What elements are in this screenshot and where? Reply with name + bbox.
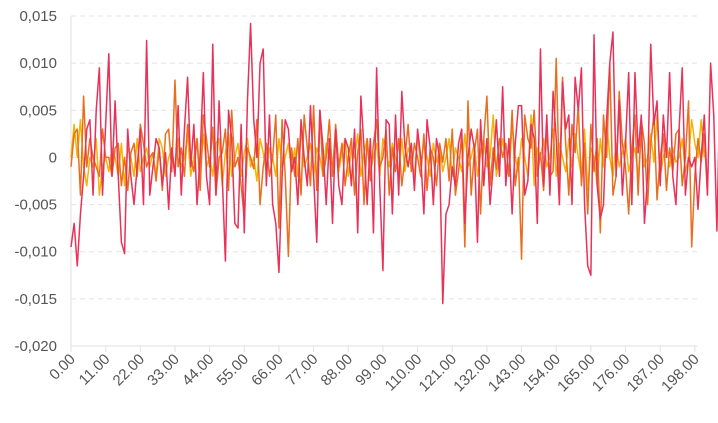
y-tick-label: -0,015 (14, 291, 57, 308)
x-tick-label: 0.00 (46, 351, 79, 384)
x-tick-label: 176.00 (589, 351, 633, 395)
x-tick-label: 132.00 (450, 351, 494, 395)
x-tick-label: 44.00 (179, 351, 218, 390)
y-tick-labels: 0,015 0,010 0,005 0 -0,005 -0,010 -0,015 -0,020 (14, 8, 57, 355)
y-tick-label: -0,020 (14, 338, 57, 355)
x-tick-label: 77.00 (283, 351, 322, 390)
x-tick-label: 88.00 (318, 351, 357, 390)
x-tick-label: 33.00 (144, 351, 183, 390)
x-tick-label: 165.00 (554, 351, 598, 395)
series-lines (70, 22, 718, 305)
axes (70, 16, 698, 347)
y-tick-label: -0,010 (14, 244, 57, 261)
y-tick-label: -0,005 (14, 197, 57, 214)
y-tick-label: 0,015 (19, 8, 57, 25)
x-tick-label: 187.00 (624, 351, 668, 395)
series-line-1 (70, 22, 718, 305)
x-tick-label: 154.00 (520, 351, 564, 395)
y-tick-label: 0,005 (19, 102, 57, 119)
y-tick-label: 0 (49, 149, 57, 166)
x-tick-label: 198.00 (658, 351, 702, 395)
x-tick-label: 110.00 (382, 351, 426, 395)
x-tick-label: 22.00 (110, 351, 149, 390)
x-tick-label: 121.00 (416, 351, 460, 395)
x-tick-labels: 0.0011.0022.0033.0044.0055.0066.0077.008… (46, 346, 703, 395)
x-tick-label: 55.00 (214, 351, 253, 390)
x-tick-label: 143.00 (485, 351, 529, 395)
x-tick-label: 66.00 (248, 351, 287, 390)
x-tick-label: 11.00 (76, 351, 114, 389)
y-tick-label: 0,010 (19, 55, 57, 72)
